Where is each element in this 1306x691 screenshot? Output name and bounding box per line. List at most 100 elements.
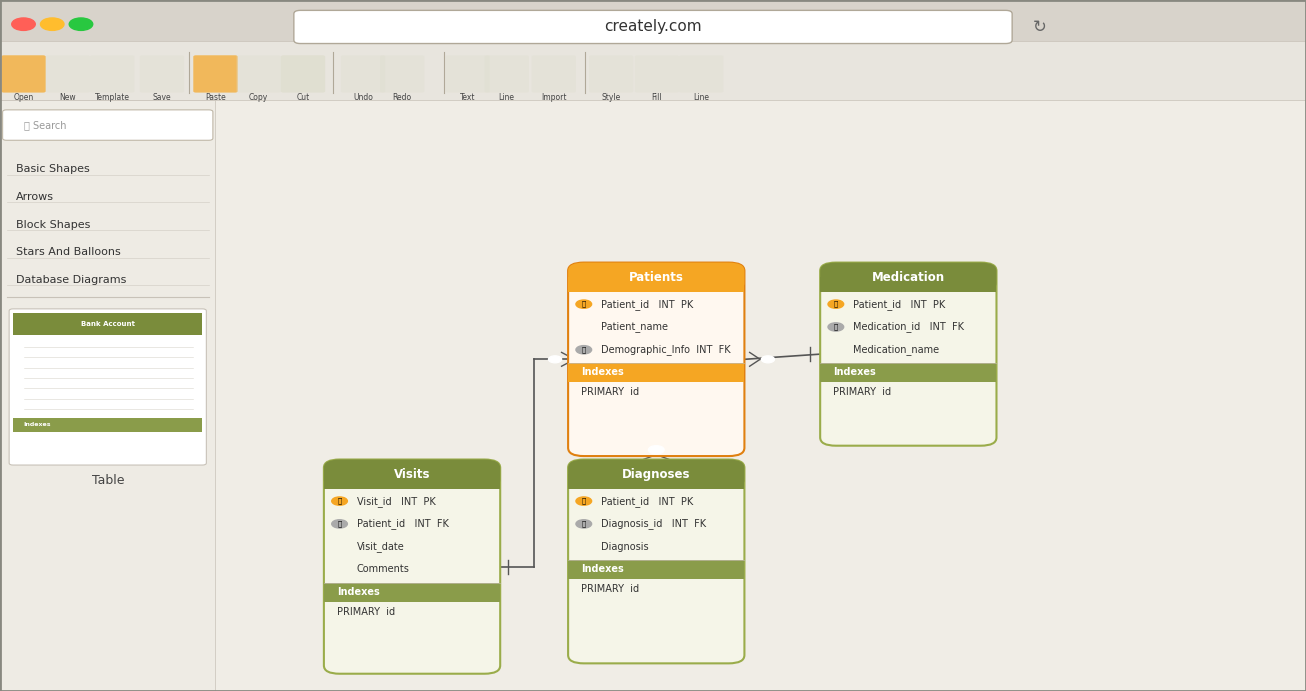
Text: Patient_id   INT  PK: Patient_id INT PK: [601, 299, 693, 310]
FancyBboxPatch shape: [236, 55, 281, 93]
FancyBboxPatch shape: [0, 41, 1306, 100]
Text: Medication: Medication: [872, 271, 944, 283]
Text: Indexes: Indexes: [833, 368, 876, 377]
FancyBboxPatch shape: [380, 55, 424, 93]
Text: Redo: Redo: [393, 93, 411, 102]
Text: Patient_name: Patient_name: [601, 321, 667, 332]
FancyBboxPatch shape: [324, 460, 500, 489]
Text: Indexes: Indexes: [24, 422, 51, 428]
FancyBboxPatch shape: [568, 263, 744, 292]
Text: Database Diagrams: Database Diagrams: [16, 275, 127, 285]
FancyBboxPatch shape: [568, 263, 744, 456]
FancyBboxPatch shape: [140, 55, 184, 93]
Circle shape: [69, 18, 93, 30]
Bar: [568, 277, 744, 292]
Bar: [324, 474, 500, 489]
FancyBboxPatch shape: [568, 460, 744, 663]
FancyBboxPatch shape: [341, 55, 385, 93]
Text: Visit_id   INT  PK: Visit_id INT PK: [357, 495, 435, 507]
Circle shape: [332, 520, 347, 528]
Text: Indexes: Indexes: [581, 368, 624, 377]
Circle shape: [576, 520, 592, 528]
Text: Import: Import: [541, 93, 567, 102]
Text: Style: Style: [602, 93, 620, 102]
Text: Patients: Patients: [628, 271, 684, 283]
Circle shape: [828, 323, 844, 331]
Text: Indexes: Indexes: [337, 587, 380, 597]
Text: Diagnosis: Diagnosis: [601, 542, 648, 551]
Text: ↻: ↻: [1033, 18, 1046, 36]
Text: 🔑: 🔑: [581, 498, 586, 504]
Circle shape: [332, 497, 347, 505]
Text: Fill: Fill: [652, 93, 662, 102]
Circle shape: [576, 497, 592, 505]
FancyBboxPatch shape: [46, 55, 90, 93]
Text: Open: Open: [13, 93, 34, 102]
Bar: [568, 363, 744, 382]
Text: Visit_date: Visit_date: [357, 541, 405, 552]
Text: Indexes: Indexes: [581, 565, 624, 574]
Circle shape: [12, 18, 35, 30]
Text: Block Shapes: Block Shapes: [16, 220, 90, 229]
FancyBboxPatch shape: [90, 55, 135, 93]
Text: Basic Shapes: Basic Shapes: [16, 164, 89, 174]
Text: Patient_id   INT  FK: Patient_id INT FK: [357, 518, 448, 529]
Bar: [820, 277, 996, 292]
FancyBboxPatch shape: [0, 100, 215, 691]
FancyBboxPatch shape: [635, 55, 679, 93]
Text: Comments: Comments: [357, 565, 409, 574]
FancyBboxPatch shape: [3, 110, 213, 140]
Text: Visits: Visits: [394, 468, 430, 480]
Text: Cut: Cut: [296, 93, 310, 102]
FancyBboxPatch shape: [820, 263, 996, 292]
Circle shape: [549, 356, 562, 363]
Circle shape: [576, 346, 592, 354]
Text: PRIMARY  id: PRIMARY id: [581, 584, 640, 594]
FancyBboxPatch shape: [532, 55, 576, 93]
Text: Stars And Balloons: Stars And Balloons: [16, 247, 120, 257]
Bar: [324, 583, 500, 602]
FancyBboxPatch shape: [324, 460, 500, 674]
Text: Paste: Paste: [205, 93, 226, 102]
Text: Line: Line: [499, 93, 515, 102]
FancyBboxPatch shape: [568, 460, 744, 489]
Circle shape: [828, 300, 844, 308]
FancyBboxPatch shape: [589, 55, 633, 93]
Text: 🔍 Search: 🔍 Search: [24, 120, 67, 130]
Text: Table: Table: [93, 474, 124, 486]
Text: New: New: [60, 93, 76, 102]
FancyBboxPatch shape: [13, 418, 202, 432]
Text: Bank Account: Bank Account: [81, 321, 136, 327]
Text: Undo: Undo: [353, 93, 374, 102]
FancyBboxPatch shape: [281, 55, 325, 93]
Text: Arrows: Arrows: [16, 192, 54, 202]
Bar: [820, 363, 996, 382]
Text: 🔑: 🔑: [833, 301, 838, 307]
Text: Patient_id   INT  PK: Patient_id INT PK: [601, 495, 693, 507]
Text: Medication_id   INT  FK: Medication_id INT FK: [853, 321, 964, 332]
Text: 🔒: 🔒: [581, 346, 586, 353]
FancyBboxPatch shape: [193, 55, 238, 93]
Text: creately.com: creately.com: [605, 19, 701, 35]
Text: Template: Template: [95, 93, 129, 102]
Bar: [568, 560, 744, 579]
FancyBboxPatch shape: [13, 313, 202, 335]
Text: Demographic_Info  INT  FK: Demographic_Info INT FK: [601, 344, 730, 355]
Circle shape: [576, 300, 592, 308]
Text: PRIMARY  id: PRIMARY id: [581, 387, 640, 397]
Text: 🔑: 🔑: [337, 498, 342, 504]
FancyBboxPatch shape: [485, 55, 529, 93]
Text: 🔒: 🔒: [337, 520, 342, 527]
Bar: [568, 474, 744, 489]
Text: 🔒: 🔒: [833, 323, 838, 330]
Text: Diagnoses: Diagnoses: [622, 468, 691, 480]
Circle shape: [40, 18, 64, 30]
FancyBboxPatch shape: [215, 100, 1306, 691]
Text: Diagnosis_id   INT  FK: Diagnosis_id INT FK: [601, 518, 705, 529]
FancyBboxPatch shape: [820, 263, 996, 446]
Text: Text: Text: [460, 93, 475, 102]
Circle shape: [648, 446, 663, 454]
FancyBboxPatch shape: [1, 55, 46, 93]
Text: Copy: Copy: [249, 93, 268, 102]
FancyBboxPatch shape: [679, 55, 724, 93]
